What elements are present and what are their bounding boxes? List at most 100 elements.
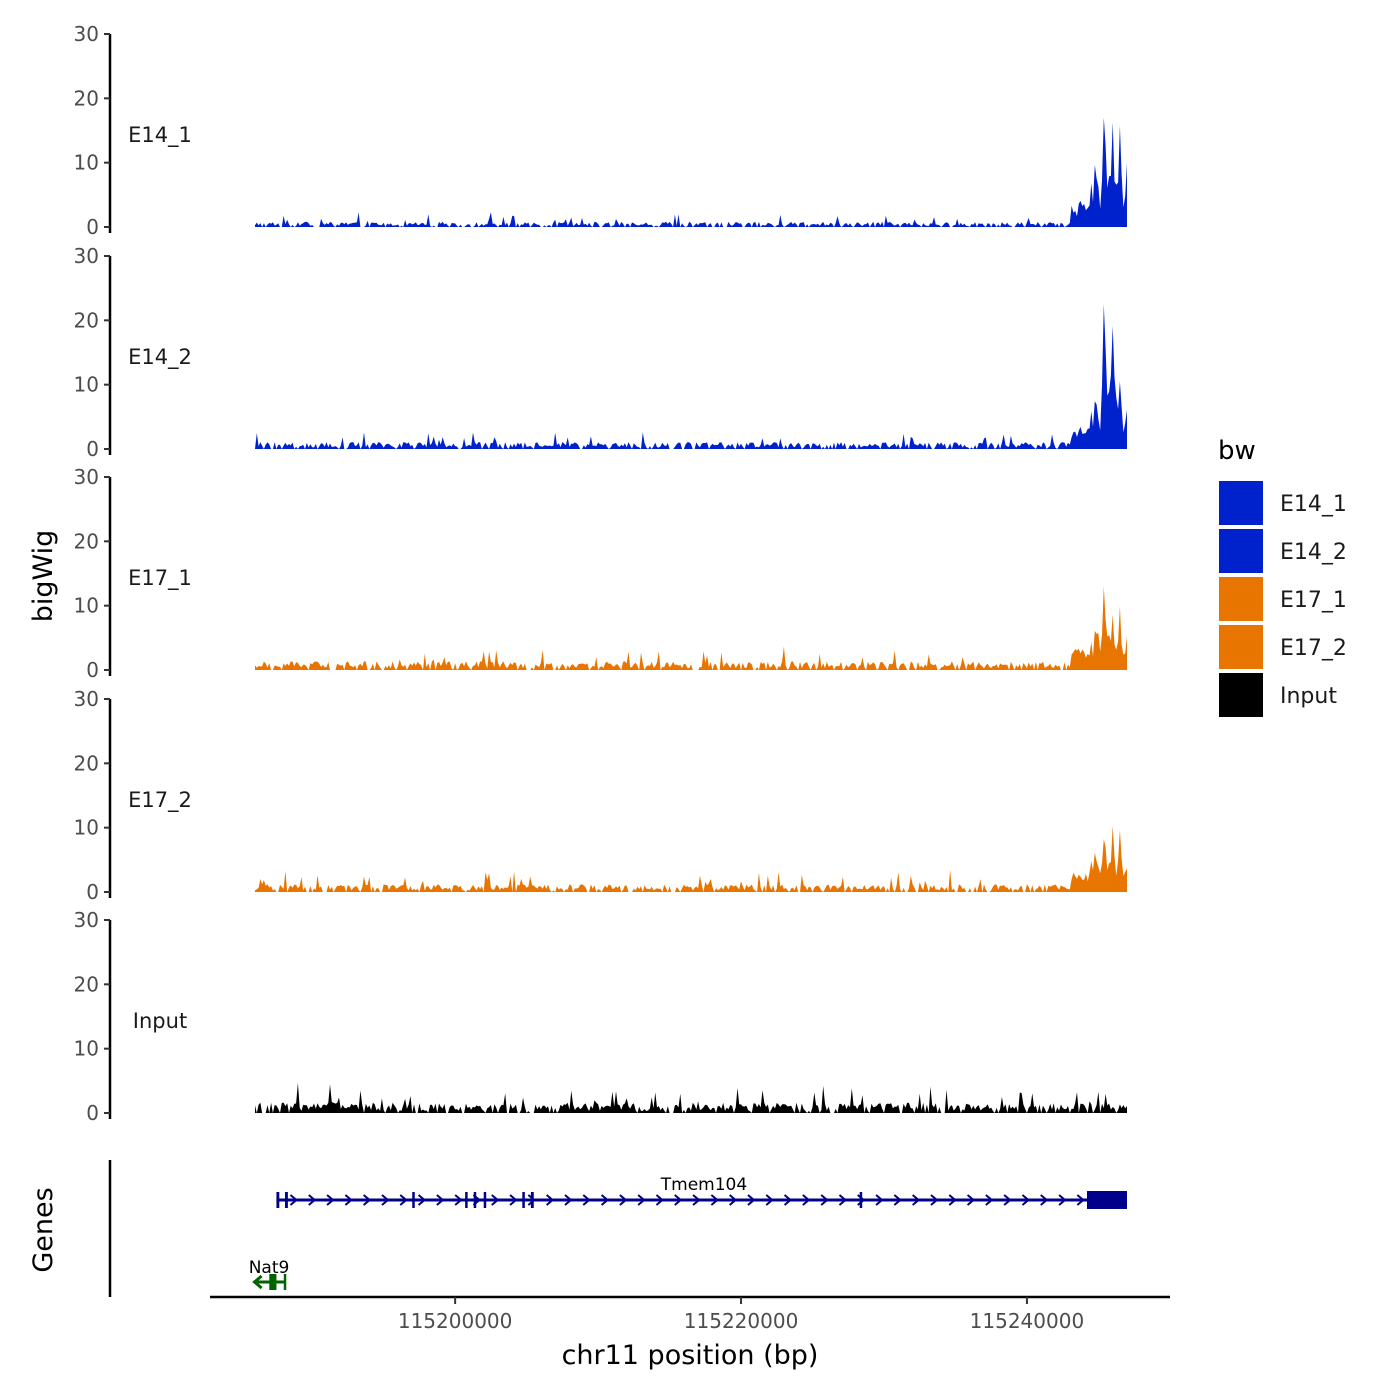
legend-swatch	[1219, 529, 1263, 573]
legend-label: E17_2	[1280, 636, 1347, 661]
strand-arrow	[582, 1194, 591, 1206]
strand-arrow	[363, 1194, 372, 1206]
exon	[530, 1192, 534, 1208]
y-tick-label: 30	[74, 687, 99, 711]
strand-arrow	[454, 1194, 463, 1206]
y-tick-label: 20	[74, 972, 99, 996]
gene-name: Tmem104	[660, 1175, 747, 1195]
exon	[859, 1192, 863, 1208]
track-E17_1: 0 10 20 30 E17_1	[74, 465, 1127, 682]
genes-track-title: Genes	[28, 1187, 59, 1272]
exon	[465, 1192, 468, 1208]
strand-arrow	[1058, 1194, 1067, 1206]
legend-swatch	[1219, 625, 1263, 669]
signal-area-E14_1	[255, 117, 1127, 227]
y-tick-label: 0	[86, 1101, 99, 1125]
y-tick-label: 20	[74, 529, 99, 553]
strand-arrow	[692, 1194, 701, 1206]
strand-arrow	[289, 1194, 299, 1206]
strand-arrow	[564, 1194, 573, 1206]
strand-arrow	[966, 1194, 976, 1206]
strand-arrow	[252, 1274, 263, 1290]
track-label: Input	[133, 1009, 187, 1033]
strand-arrow	[948, 1194, 957, 1206]
exon	[522, 1192, 525, 1208]
legend-swatch	[1219, 577, 1263, 621]
legend-swatch	[1219, 481, 1263, 525]
y-tick-label: 20	[74, 308, 99, 332]
strand-arrow	[344, 1194, 353, 1206]
signal-tracks: 0 10 20 30 E14_1 0 10 20 30 E14_2 0 10 20 30 E17_1 0 10 2…	[74, 22, 1127, 1125]
exon	[1086, 1191, 1127, 1209]
strand-arrow	[820, 1194, 829, 1206]
strand-arrow	[930, 1194, 939, 1206]
y-tick-label: 20	[74, 86, 99, 110]
legend-label: E17_1	[1280, 588, 1347, 613]
exon	[473, 1192, 477, 1208]
strand-arrow	[637, 1194, 646, 1206]
track-label: E14_1	[128, 123, 192, 148]
y-tick-label: 10	[74, 1037, 99, 1061]
strand-arrow	[436, 1194, 445, 1206]
y-tick-label: 10	[74, 373, 99, 397]
strand-arrow	[710, 1194, 719, 1206]
y-tick-label: 30	[74, 244, 99, 268]
strand-arrow	[765, 1194, 774, 1206]
y-tick-label: 30	[74, 465, 99, 489]
x-tick-label: 115200000	[398, 1309, 513, 1333]
y-tick-label: 0	[86, 880, 99, 904]
exon	[276, 1192, 280, 1208]
strand-arrow	[417, 1194, 427, 1206]
gene-name: Nat9	[249, 1258, 290, 1278]
y-axis-title: bigWig	[28, 530, 59, 623]
x-tick-label: 115220000	[684, 1309, 799, 1333]
y-tick-label: 10	[74, 151, 99, 175]
legend: bw E14_1 E14_2 E17_1 E17_2 Input	[1218, 436, 1347, 717]
track-label: E17_2	[128, 788, 192, 813]
track-E14_1: 0 10 20 30 E14_1	[74, 22, 1127, 239]
strand-arrow	[729, 1194, 738, 1206]
strand-arrow	[912, 1194, 921, 1206]
y-tick-label: 30	[74, 22, 99, 46]
track-Input: 0 10 20 30 Input	[74, 908, 1127, 1125]
legend-label: E14_2	[1280, 540, 1347, 565]
y-tick-label: 10	[74, 816, 99, 840]
y-tick-label: 20	[74, 751, 99, 775]
signal-area-Input	[255, 1082, 1127, 1113]
exon	[483, 1192, 487, 1208]
track-E17_2: 0 10 20 30 E17_2	[74, 687, 1127, 904]
strand-arrow	[546, 1194, 555, 1206]
strand-arrow	[674, 1194, 683, 1206]
strand-arrow	[783, 1194, 793, 1206]
signal-area-E14_2	[255, 304, 1127, 449]
track-label: E17_1	[128, 566, 192, 591]
strand-arrow	[875, 1194, 884, 1206]
exon	[412, 1192, 415, 1208]
strand-arrow	[326, 1194, 335, 1206]
legend-swatch	[1219, 673, 1263, 717]
strand-arrow	[527, 1194, 536, 1206]
exon	[269, 1274, 277, 1290]
y-tick-label: 10	[74, 594, 99, 618]
gene-Tmem104: Tmem104	[276, 1175, 1127, 1209]
x-axis-title: chr11 position (bp)	[562, 1340, 819, 1371]
x-axis: 115200000 115220000 115240000	[210, 1295, 1170, 1333]
strand-arrow	[655, 1194, 665, 1206]
y-tick-label: 30	[74, 908, 99, 932]
y-tick-label: 0	[86, 215, 99, 239]
signal-area-E17_1	[255, 586, 1127, 670]
strand-arrow	[838, 1194, 848, 1206]
strand-arrow	[600, 1194, 610, 1206]
strand-arrow	[1003, 1194, 1012, 1206]
strand-arrow	[509, 1194, 518, 1206]
legend-label: Input	[1280, 684, 1337, 709]
y-tick-label: 0	[86, 658, 99, 682]
strand-arrow	[985, 1194, 994, 1206]
strand-arrow	[893, 1194, 902, 1206]
y-tick-label: 0	[86, 437, 99, 461]
signal-area-E17_2	[255, 825, 1127, 892]
genes-track: Tmem104 Nat9	[108, 1160, 1127, 1297]
strand-arrow	[491, 1194, 500, 1206]
x-tick-label: 115240000	[970, 1309, 1085, 1333]
